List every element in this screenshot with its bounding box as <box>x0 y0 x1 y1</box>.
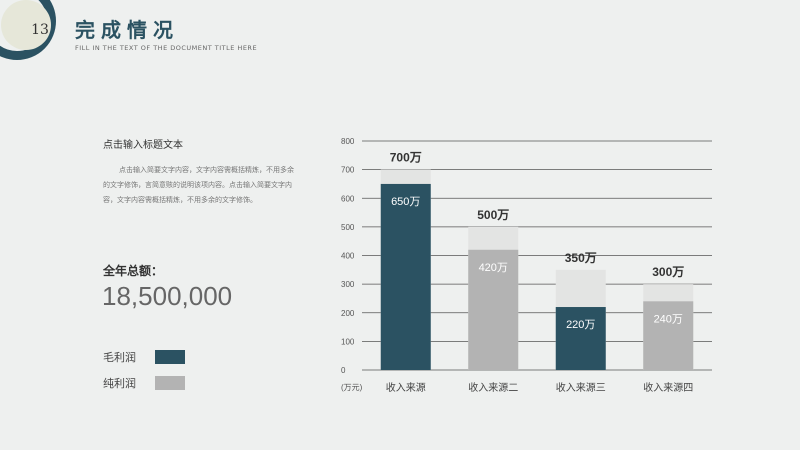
bar-value-label: 650万 <box>391 196 420 208</box>
y-tick-label: 500 <box>341 223 355 232</box>
x-category-label: 收入来源四 <box>643 381 693 394</box>
total-label: 全年总额： <box>103 264 164 278</box>
y-tick-label: 600 <box>341 194 355 203</box>
total-value: 18,500,000 <box>102 281 233 311</box>
x-category-label: 收入来源三 <box>556 381 606 394</box>
legend-swatch <box>155 350 185 364</box>
total-value-label: 350万 <box>565 251 597 265</box>
total-value-label: 700万 <box>390 151 422 165</box>
legend-swatch <box>155 376 185 390</box>
y-tick-label: 300 <box>341 280 355 289</box>
page-badge-inner <box>1 0 51 50</box>
y-tick-label: 200 <box>341 309 355 318</box>
legend-label: 纯利润 <box>103 377 136 390</box>
intro-title: 点击输入标题文本 <box>103 140 183 151</box>
y-unit-label: (万元) <box>341 383 363 392</box>
intro-body: 点击输入简要文字内容，文字内容需概括精炼，不用多余的文字修饰，言简意赅的说明该项… <box>103 166 294 204</box>
total-value-label: 300万 <box>652 265 684 279</box>
legend-item-gross-profit: 毛利润 <box>103 349 185 365</box>
x-category-label: 收入来源二 <box>468 381 518 394</box>
legend-item-net-profit: 纯利润 <box>103 375 185 391</box>
value-bar <box>380 183 431 370</box>
value-bar <box>555 307 606 370</box>
y-tick-label: 800 <box>341 137 355 146</box>
bar-value-label: 240万 <box>654 313 683 325</box>
legend-label: 毛利润 <box>103 351 136 364</box>
page-title: 完成情况 <box>75 18 179 42</box>
value-bar <box>643 301 694 370</box>
y-tick-label: 0 <box>341 366 346 375</box>
value-bar <box>468 249 519 370</box>
page-number: 13 <box>31 22 49 38</box>
page-badge <box>0 0 56 60</box>
bar-value-label: 420万 <box>479 262 508 274</box>
total-value-label: 500万 <box>477 208 509 222</box>
bar-value-label: 220万 <box>566 319 595 331</box>
y-tick-label: 400 <box>341 252 355 261</box>
y-tick-label: 100 <box>341 337 355 346</box>
y-tick-label: 700 <box>341 166 355 175</box>
x-category-label: 收入来源 <box>386 381 426 394</box>
page-subtitle: FILL IN THE TEXT OF THE DOCUMENT TITLE H… <box>75 44 258 52</box>
